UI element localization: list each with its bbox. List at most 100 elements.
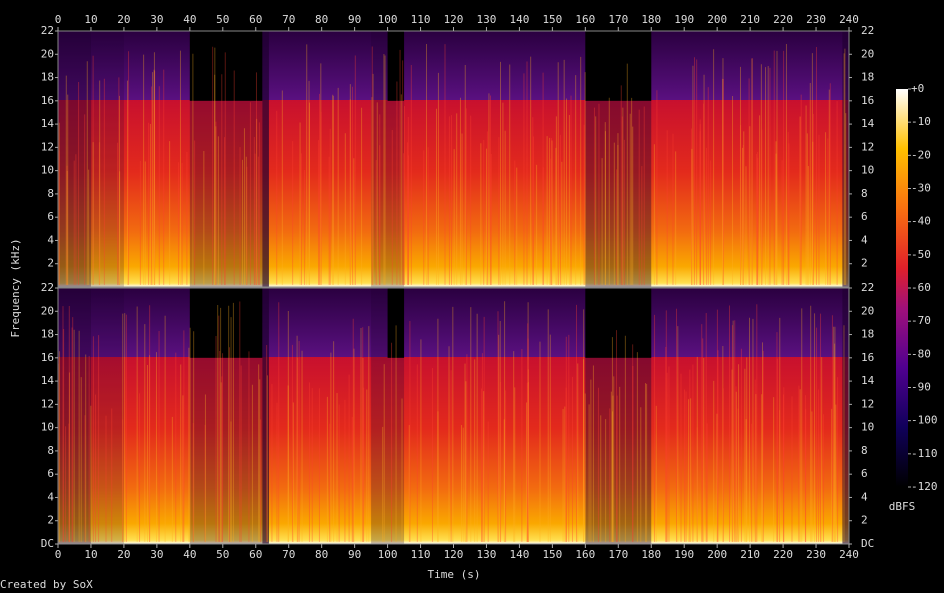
spectrogram-shade xyxy=(58,31,91,287)
x-tick-label: 190 xyxy=(674,548,694,561)
y-tick-label: 18 xyxy=(41,328,54,341)
x-tick-label: 90 xyxy=(348,13,361,26)
x-tick-label: 80 xyxy=(315,13,328,26)
spectrogram-shade xyxy=(842,288,849,544)
x-tick-label: 90 xyxy=(348,548,361,561)
x-tick-label: 50 xyxy=(216,13,229,26)
colorbar-label: dBFS xyxy=(889,500,916,513)
x-tick-label: 80 xyxy=(315,548,328,561)
spectrogram-shade xyxy=(262,288,269,544)
credit: Created by SoX xyxy=(0,578,93,591)
y-tick-label: 6 xyxy=(861,210,868,223)
y-tick-label: 2 xyxy=(47,514,54,527)
x-tick-label: 210 xyxy=(740,548,760,561)
y-tick-label: 18 xyxy=(861,71,874,84)
colorbar-tick-label: -70 xyxy=(911,314,931,327)
y-tick-label: 2 xyxy=(861,257,868,270)
colorbar-tick-label: -120 xyxy=(911,480,938,493)
x-tick-label: 100 xyxy=(378,548,398,561)
y-tick-label: 18 xyxy=(41,71,54,84)
spectrogram-shade xyxy=(387,31,405,101)
colorbar-tick-label: -30 xyxy=(911,182,931,195)
colorbar-tick-label: -40 xyxy=(911,215,931,228)
x-tick-label: 180 xyxy=(641,548,661,561)
y-tick-label: DC xyxy=(861,537,874,550)
y-tick-label: 6 xyxy=(47,467,54,480)
y-tick-label: 14 xyxy=(41,374,55,387)
y-tick-label: 4 xyxy=(47,233,54,246)
x-tick-label: 160 xyxy=(575,548,595,561)
colorbar-tick-label: -20 xyxy=(911,148,931,161)
y-tick-label: 22 xyxy=(41,24,54,37)
x-tick-label: 0 xyxy=(55,13,62,26)
x-tick-label: 10 xyxy=(84,548,97,561)
x-tick-label: 140 xyxy=(509,13,529,26)
x-tick-label: 130 xyxy=(477,13,497,26)
x-tick-label: 60 xyxy=(249,548,262,561)
y-tick-label: 8 xyxy=(861,444,868,457)
colorbar-tick-label: -100 xyxy=(911,414,938,427)
x-tick-label: 60 xyxy=(249,13,262,26)
x-tick-label: 170 xyxy=(608,13,628,26)
y-tick-label: 12 xyxy=(861,140,874,153)
y-tick-label: 12 xyxy=(41,140,54,153)
x-tick-label: 40 xyxy=(183,548,196,561)
spectrogram-shade xyxy=(90,31,124,287)
y-tick-label: 14 xyxy=(41,117,55,130)
colorbar xyxy=(896,89,908,487)
x-tick-label: 70 xyxy=(282,548,295,561)
x-tick-label: 230 xyxy=(806,13,826,26)
x-tick-label: 70 xyxy=(282,13,295,26)
y-tick-label: 20 xyxy=(41,47,54,60)
y-tick-label: 14 xyxy=(861,117,875,130)
colorbar-tick-label: -80 xyxy=(911,347,931,360)
x-tick-label: 180 xyxy=(641,13,661,26)
y-tick-label: 16 xyxy=(861,351,874,364)
spectrogram-shade xyxy=(58,288,91,544)
y-tick-label: 10 xyxy=(861,164,874,177)
x-tick-label: 40 xyxy=(183,13,196,26)
colorbar-tick-label: -60 xyxy=(911,281,931,294)
y-tick-label: 16 xyxy=(41,351,54,364)
y-tick-label: DC xyxy=(41,537,54,550)
colorbar-tick-label: -50 xyxy=(911,248,931,261)
x-tick-label: 170 xyxy=(608,548,628,561)
x-tick-label: 10 xyxy=(84,13,97,26)
y-tick-label: 12 xyxy=(41,397,54,410)
x-tick-label: 110 xyxy=(411,548,431,561)
x-tick-label: 0 xyxy=(55,548,62,561)
y-tick-label: 8 xyxy=(47,444,54,457)
y-tick-label: 2 xyxy=(861,514,868,527)
y-tick-label: 14 xyxy=(861,374,875,387)
y-tick-label: 2 xyxy=(47,257,54,270)
spectrogram-shade xyxy=(189,31,263,101)
spectrogram-fill xyxy=(58,31,849,287)
spectrogram-shade xyxy=(262,31,269,287)
x-tick-label: 120 xyxy=(444,548,464,561)
x-tick-label: 30 xyxy=(150,548,163,561)
spectrogram-shade xyxy=(842,31,849,287)
x-tick-label: 200 xyxy=(707,548,727,561)
x-tick-label: 30 xyxy=(150,13,163,26)
x-tick-label: 130 xyxy=(477,548,497,561)
y-tick-label: 8 xyxy=(47,187,54,200)
x-tick-label: 100 xyxy=(378,13,398,26)
spectrogram-shade xyxy=(189,288,263,358)
y-tick-label: 6 xyxy=(47,210,54,223)
x-tick-label: 240 xyxy=(839,548,859,561)
x-tick-label: 190 xyxy=(674,13,694,26)
x-tick-label: 220 xyxy=(773,13,793,26)
y-tick-label: 20 xyxy=(861,304,874,317)
x-axis-label: Time (s) xyxy=(428,568,481,581)
x-tick-label: 20 xyxy=(117,548,130,561)
y-tick-label: 4 xyxy=(47,490,54,503)
spectrogram-fill xyxy=(58,288,849,544)
colorbar-tick-label: -10 xyxy=(911,115,931,128)
y-tick-label: 4 xyxy=(861,490,868,503)
x-tick-label: 20 xyxy=(117,13,130,26)
colorbar-tick-label: -110 xyxy=(911,447,938,460)
x-tick-label: 160 xyxy=(575,13,595,26)
y-tick-label: 18 xyxy=(861,328,874,341)
x-tick-label: 240 xyxy=(839,13,859,26)
